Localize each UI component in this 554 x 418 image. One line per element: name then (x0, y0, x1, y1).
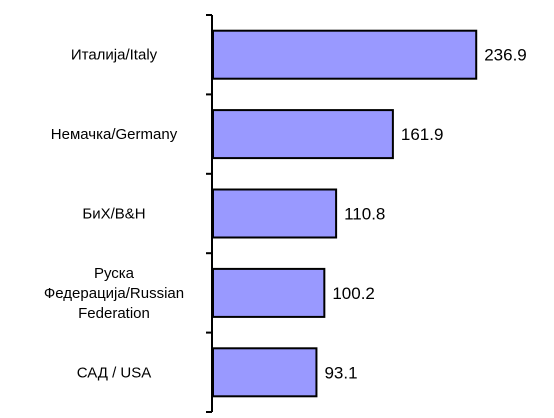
category-label-line: БиХ/B&H (82, 206, 145, 223)
bar (212, 188, 338, 239)
category-label: Италија/Italy (71, 47, 158, 64)
bar-value-label: 161.9 (401, 125, 444, 144)
axis-ticks (206, 14, 212, 413)
category-label: БиХ/B&H (82, 206, 145, 223)
category-label-line: Федерација/Russian (44, 285, 184, 302)
bar-value-label: 93.1 (324, 363, 357, 382)
bar-value-label: 110.8 (344, 205, 385, 224)
category-label: САД / USA (77, 364, 152, 381)
bar-value-label: 100.2 (332, 284, 375, 303)
category-labels: Италија/Italy Немачка/Germany БиХ/B&H Руска… (44, 47, 184, 382)
bars-layer (212, 29, 478, 398)
category-label: Руска Федерација/Russian Federation (44, 265, 184, 322)
bar-value-label: 236.9 (484, 46, 527, 65)
bar (212, 347, 318, 398)
bar (212, 109, 394, 160)
category-label-line: Немачка/Germany (51, 126, 178, 143)
category-label: Немачка/Germany (51, 126, 178, 143)
value-labels: 236.9 161.9 110.8 100.2 93.1 (324, 46, 526, 383)
bar (212, 267, 326, 318)
category-label-line: Руска (94, 265, 135, 282)
category-label-line: Federation (78, 305, 150, 322)
bar (212, 29, 478, 80)
category-label-line: САД / USA (77, 364, 152, 381)
category-label-line: Италија/Italy (71, 47, 158, 64)
